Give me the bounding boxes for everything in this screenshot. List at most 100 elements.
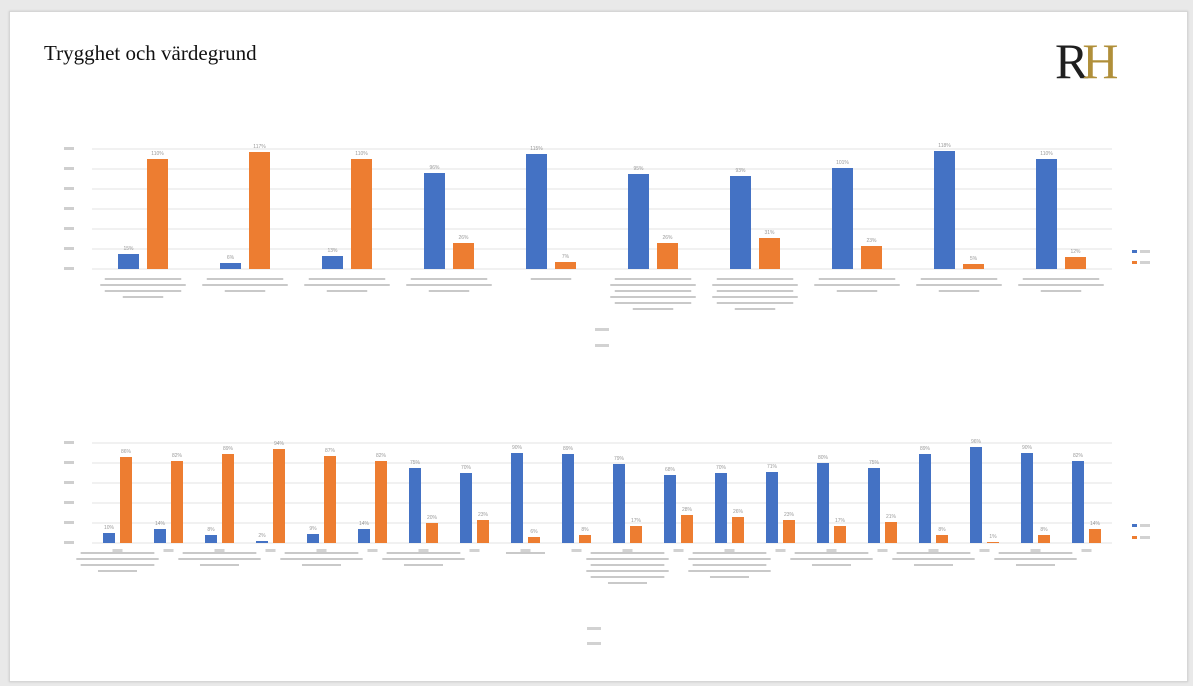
- x-tick-label: [1081, 549, 1092, 552]
- legend-swatch: [1132, 250, 1137, 253]
- y-tick-label: [64, 441, 74, 444]
- bar: [171, 461, 183, 543]
- y-tick-label: [64, 521, 74, 524]
- bar: [562, 454, 574, 543]
- data-label: 70%: [716, 465, 727, 471]
- x-tick-label: [673, 549, 684, 552]
- bar: [832, 168, 853, 269]
- data-label: 90%: [512, 445, 523, 451]
- bar: [919, 454, 931, 543]
- y-tick-label: [64, 541, 74, 544]
- data-label: 21%: [886, 514, 897, 520]
- y-tick-label: [64, 461, 74, 464]
- bar: [147, 159, 168, 269]
- x-tick-label: [112, 549, 123, 552]
- data-label: 115%: [530, 146, 543, 152]
- data-label: 8%: [207, 527, 215, 533]
- x-tick-label: [775, 549, 786, 552]
- legend-swatch: [1132, 261, 1137, 264]
- bar: [1021, 453, 1033, 543]
- bar: [1089, 529, 1101, 543]
- bar: [205, 535, 217, 543]
- data-label: 118%: [938, 143, 951, 149]
- bar: [861, 246, 882, 269]
- x-tick-label: [826, 549, 837, 552]
- bar: [664, 475, 676, 543]
- bar: [970, 447, 982, 543]
- data-label: 110%: [151, 151, 164, 157]
- bar: [934, 151, 955, 269]
- legend-label: [1140, 524, 1150, 527]
- bar: [358, 529, 370, 543]
- data-label: 80%: [818, 455, 829, 461]
- data-label: 96%: [429, 165, 440, 171]
- bar: [1072, 461, 1084, 543]
- bar: [103, 533, 115, 543]
- bar: [256, 541, 268, 543]
- legend-swatch: [1132, 536, 1137, 539]
- bar: [273, 449, 285, 543]
- data-label: 10%: [104, 525, 115, 531]
- bar: [817, 463, 829, 543]
- data-label: 2%: [258, 533, 266, 539]
- bar: [766, 472, 778, 543]
- bar: [628, 174, 649, 269]
- bar: [118, 254, 139, 269]
- data-label: 117%: [253, 144, 266, 150]
- y-tick-label: [64, 167, 74, 170]
- data-label: 8%: [938, 527, 946, 533]
- bar: [477, 520, 489, 543]
- data-label: 31%: [764, 230, 775, 236]
- bar: [526, 154, 547, 269]
- x-tick-label: [622, 549, 633, 552]
- company-logo: RH: [1008, 32, 1168, 122]
- data-label: 75%: [869, 460, 880, 466]
- data-label: 95%: [633, 166, 644, 172]
- bar: [1036, 159, 1057, 269]
- x-tick-label: [520, 549, 531, 552]
- bar: [732, 517, 744, 543]
- data-label: 110%: [355, 151, 368, 157]
- legend-swatch: [1132, 524, 1137, 527]
- y-tick-label: [64, 267, 74, 270]
- data-label: 89%: [920, 446, 931, 452]
- data-label: 23%: [478, 512, 489, 518]
- data-label: 9%: [309, 526, 317, 532]
- x-tick-label: [877, 549, 888, 552]
- bar: [424, 173, 445, 269]
- data-label: 5%: [970, 256, 978, 262]
- bar: [834, 526, 846, 543]
- data-label: 89%: [223, 446, 234, 452]
- data-label: 23%: [784, 512, 795, 518]
- bar: [730, 176, 751, 269]
- data-label: 6%: [530, 529, 538, 535]
- bar: [409, 468, 421, 543]
- x-tick-label: [571, 549, 582, 552]
- data-label: 75%: [410, 460, 421, 466]
- data-label: 101%: [836, 160, 849, 166]
- legend-label: [1140, 261, 1150, 264]
- data-label: 12%: [1070, 249, 1081, 255]
- data-label: 94%: [274, 441, 285, 447]
- y-tick-label: [64, 227, 74, 230]
- bar: [759, 238, 780, 269]
- data-label: 82%: [1073, 453, 1084, 459]
- data-label: 8%: [1040, 527, 1048, 533]
- data-label: 17%: [835, 518, 846, 524]
- bar: [657, 243, 678, 269]
- data-label: 7%: [562, 254, 570, 260]
- data-label: 87%: [325, 448, 336, 454]
- bar: [528, 537, 540, 543]
- bar: [613, 464, 625, 543]
- x-tick-label: [979, 549, 990, 552]
- bar: [868, 468, 880, 543]
- data-label: 14%: [359, 521, 370, 527]
- x-tick-label: [265, 549, 276, 552]
- bar: [783, 520, 795, 543]
- legend-label: [1140, 536, 1150, 539]
- slide-title: Trygghet och värdegrund: [44, 41, 257, 65]
- y-tick-label: [64, 247, 74, 250]
- data-label: 82%: [376, 453, 387, 459]
- data-label: 82%: [172, 453, 183, 459]
